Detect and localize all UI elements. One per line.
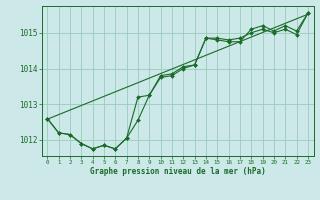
X-axis label: Graphe pression niveau de la mer (hPa): Graphe pression niveau de la mer (hPa)	[90, 167, 266, 176]
